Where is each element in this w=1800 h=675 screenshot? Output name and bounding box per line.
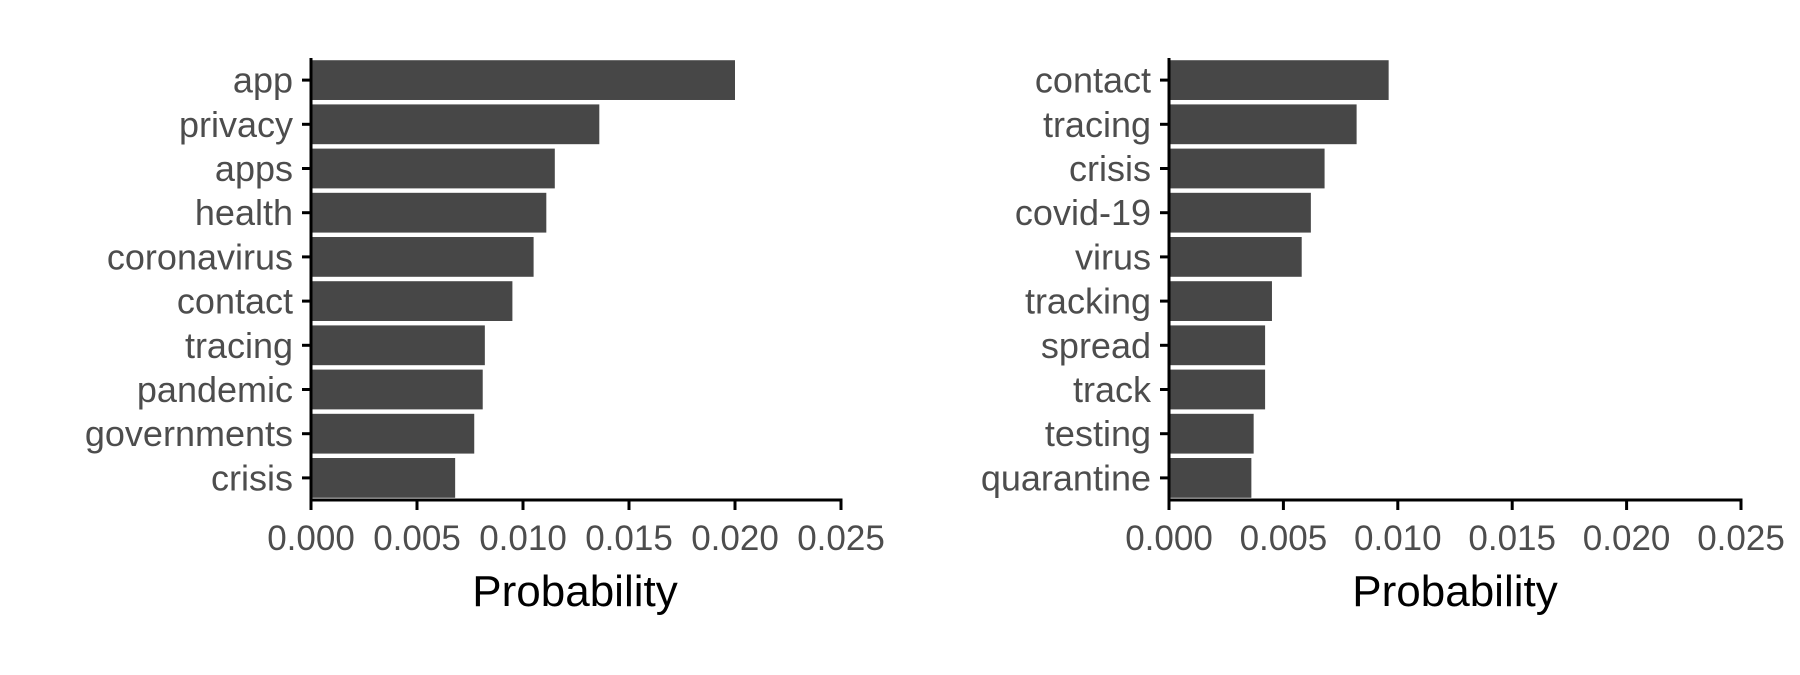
bar <box>311 192 547 233</box>
bar <box>1169 237 1302 277</box>
x-tick-label: 0.020 <box>1583 519 1671 558</box>
category-label: contact <box>1035 60 1151 101</box>
bar <box>311 104 600 145</box>
x-tick-label: 0.015 <box>1468 519 1556 558</box>
category-label: health <box>195 192 293 233</box>
bar <box>311 148 555 189</box>
category-label: coronavirus <box>107 236 293 277</box>
category-label: testing <box>1045 413 1151 454</box>
category-label: privacy <box>179 104 293 145</box>
bar <box>1169 413 1254 454</box>
category-label: spread <box>1041 325 1151 366</box>
category-label: quarantine <box>981 457 1151 498</box>
x-tick-label: 0.005 <box>373 519 461 558</box>
category-label: governments <box>85 413 293 454</box>
bar <box>1169 458 1252 498</box>
category-label: crisis <box>1069 148 1151 189</box>
category-label: track <box>1073 369 1152 410</box>
bar <box>1169 369 1266 410</box>
category-label: contact <box>177 281 293 322</box>
bar <box>1169 192 1311 233</box>
bar <box>311 237 534 277</box>
x-tick-label: 0.025 <box>1697 519 1785 558</box>
bar <box>311 413 475 454</box>
bar <box>311 369 483 410</box>
category-label: crisis <box>211 457 293 498</box>
x-axis-title: Probability <box>472 567 677 616</box>
category-label: tracking <box>1025 281 1151 322</box>
bar <box>1169 281 1272 321</box>
bar <box>311 325 485 366</box>
bar <box>1169 60 1389 100</box>
x-tick-label: 0.025 <box>797 519 885 558</box>
x-tick-label: 0.020 <box>691 519 779 558</box>
bar <box>311 60 735 100</box>
category-label: covid-19 <box>1015 192 1151 233</box>
x-tick-label: 0.015 <box>585 519 673 558</box>
x-tick-label: 0.000 <box>267 519 355 558</box>
left-bar-panel: appprivacyappshealthcoronaviruscontacttr… <box>85 58 885 616</box>
bar <box>1169 104 1357 145</box>
category-label: virus <box>1075 236 1151 277</box>
x-tick-label: 0.000 <box>1125 519 1213 558</box>
bar <box>311 281 513 321</box>
bar <box>1169 148 1325 189</box>
x-tick-label: 0.010 <box>1354 519 1442 558</box>
bar <box>1169 325 1266 366</box>
x-tick-label: 0.005 <box>1240 519 1328 558</box>
category-label: app <box>233 60 293 101</box>
right-bar-panel: contacttracingcrisiscovid-19virustrackin… <box>981 58 1785 616</box>
category-label: tracing <box>185 325 293 366</box>
bar <box>311 458 456 498</box>
category-label: apps <box>215 148 293 189</box>
category-label: tracing <box>1043 104 1151 145</box>
category-label: pandemic <box>137 369 293 410</box>
x-tick-label: 0.010 <box>479 519 567 558</box>
x-axis-title: Probability <box>1352 567 1557 616</box>
